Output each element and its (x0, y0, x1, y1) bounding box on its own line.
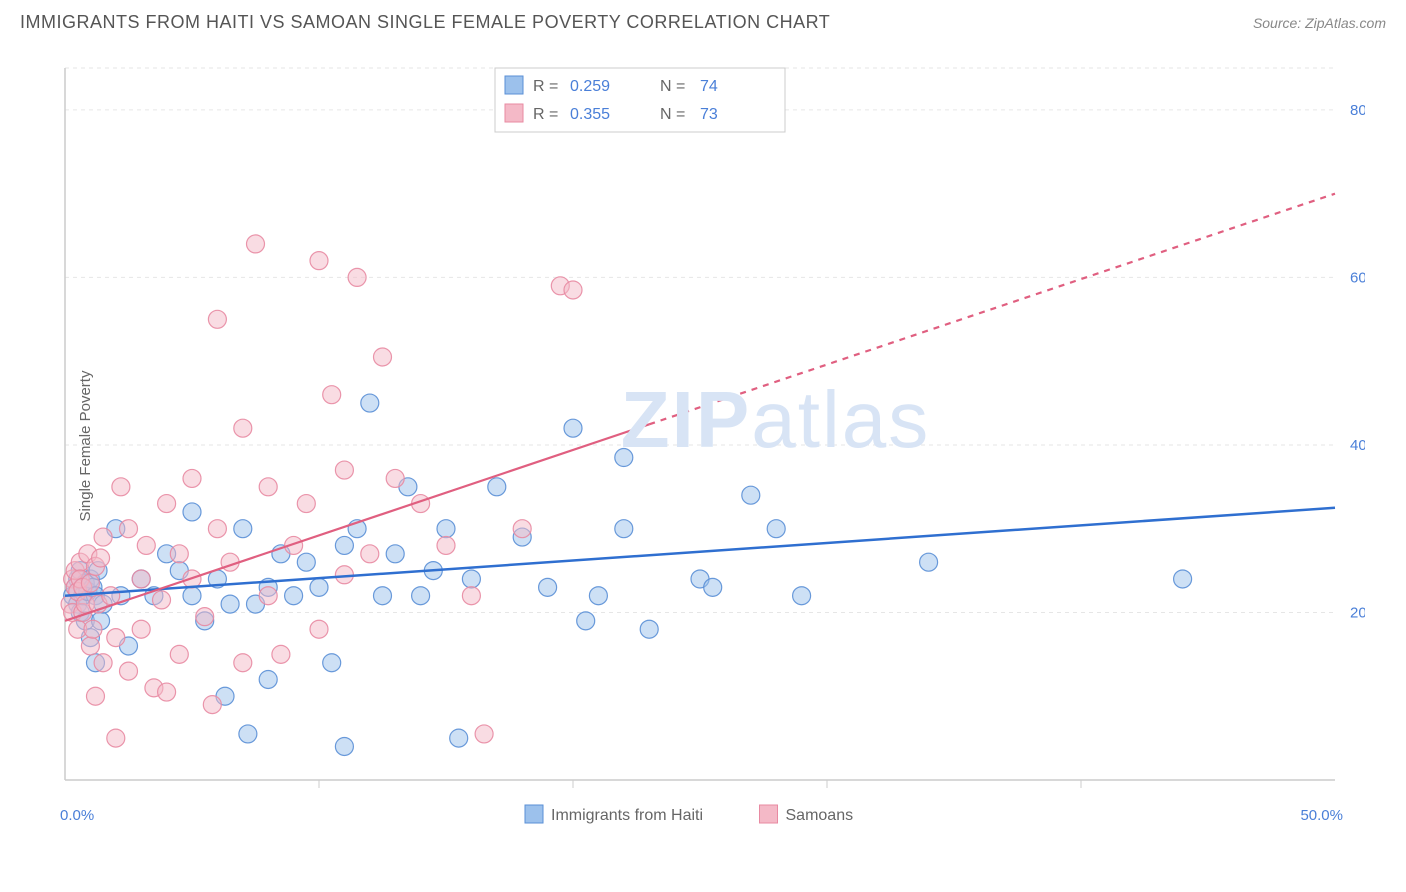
svg-text:60.0%: 60.0% (1350, 269, 1365, 286)
chart-title: IMMIGRANTS FROM HAITI VS SAMOAN SINGLE F… (20, 12, 830, 33)
svg-text:N =: N = (660, 78, 685, 95)
svg-text:Samoans: Samoans (786, 807, 854, 824)
chart-source: Source: ZipAtlas.com (1253, 15, 1386, 31)
svg-text:20.0%: 20.0% (1350, 604, 1365, 621)
svg-text:50.0%: 50.0% (1300, 807, 1343, 824)
svg-text:74: 74 (700, 78, 718, 95)
svg-text:0.259: 0.259 (570, 78, 610, 95)
svg-text:40.0%: 40.0% (1350, 437, 1365, 454)
chart-area: ZIPatlas 20.0%40.0%60.0%80.0%0.0%50.0%R … (55, 50, 1365, 820)
scatter-chart: 20.0% 40.0% 60.0% 80.0% 0.0% 50.0% R = 0.259 N =… (55, 50, 1365, 865)
svg-text:R =: R = (533, 106, 558, 123)
svg-text:80.0%: 80.0% (1350, 102, 1365, 119)
svg-text:N =: N = (660, 106, 685, 123)
svg-text:73: 73 (700, 106, 718, 123)
svg-text:Immigrants from Haiti: Immigrants from Haiti (551, 807, 703, 824)
svg-text:R =: R = (533, 78, 558, 95)
svg-text:0.355: 0.355 (570, 106, 610, 123)
svg-text:0.0%: 0.0% (60, 807, 94, 824)
